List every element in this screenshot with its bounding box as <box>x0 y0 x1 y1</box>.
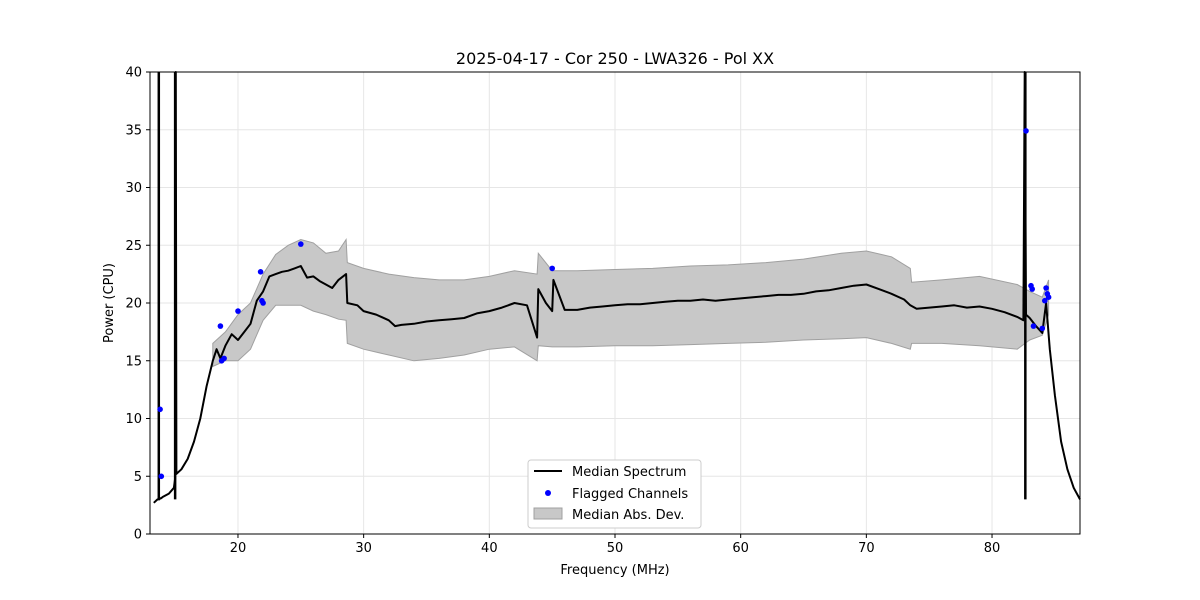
flagged-channel-point <box>235 308 241 314</box>
x-axis-label: Frequency (MHz) <box>560 563 669 578</box>
x-tick-label: 50 <box>607 541 624 556</box>
flagged-channel-point <box>260 300 266 306</box>
y-tick-label: 20 <box>125 297 142 312</box>
flagged-channels-layer <box>157 128 1052 480</box>
mad-band-layer <box>212 237 1050 368</box>
flagged-channel-point <box>1045 294 1052 301</box>
legend-box <box>527 459 702 529</box>
legend-mad-fill-swatch <box>533 507 563 520</box>
x-tick-label: 60 <box>732 541 749 556</box>
flagged-channel-point <box>1030 323 1037 329</box>
flagged-channel-point <box>549 265 555 272</box>
x-tick-label: 20 <box>230 541 247 556</box>
y-tick-label: 35 <box>125 123 142 138</box>
mad-band <box>212 237 1050 368</box>
x-tick-label: 80 <box>984 541 1001 556</box>
flagged-channel-point <box>217 323 224 329</box>
y-axis: 0 5 10 15 20 25 30 35 40 <box>125 66 150 543</box>
median-spectrum-line <box>153 71 1081 504</box>
flagged-channel-point <box>1039 325 1046 332</box>
y-axis-label: Power (CPU) <box>102 263 117 343</box>
x-axis: 20 30 40 50 60 70 80 <box>230 534 1001 556</box>
flagged-channel-point <box>158 473 165 480</box>
y-tick-label: 15 <box>125 354 142 369</box>
flagged-channel-point <box>257 269 264 275</box>
flagged-channel-point <box>1029 286 1035 292</box>
flagged-channel-point <box>1043 285 1049 291</box>
x-tick-label: 40 <box>481 541 498 556</box>
flagged-channel-point <box>298 241 304 247</box>
y-tick-label: 25 <box>125 239 142 254</box>
legend-flagged-marker-swatch <box>545 490 551 496</box>
legend-mad-label: Median Abs. Dev. <box>572 508 684 523</box>
y-tick-label: 40 <box>125 66 142 81</box>
y-tick-label: 30 <box>125 181 142 196</box>
legend: Median Spectrum Flagged Channels Median … <box>527 459 702 529</box>
flagged-channel-point <box>1023 128 1029 134</box>
flagged-channel-point <box>1042 297 1048 304</box>
y-tick-label: 0 <box>134 528 142 543</box>
legend-median-label: Median Spectrum <box>572 465 686 480</box>
median-spectrum-layer <box>153 71 1081 504</box>
flagged-channel-point <box>157 406 163 413</box>
x-tick-label: 30 <box>355 541 372 556</box>
legend-flagged-label: Flagged Channels <box>572 487 688 502</box>
chart-title: 2025-04-17 - Cor 250 - LWA326 - Pol XX <box>456 49 774 68</box>
x-tick-label: 70 <box>858 541 875 556</box>
y-tick-label: 5 <box>134 470 142 485</box>
flagged-channel-point <box>221 355 227 362</box>
y-tick-label: 10 <box>125 412 142 427</box>
